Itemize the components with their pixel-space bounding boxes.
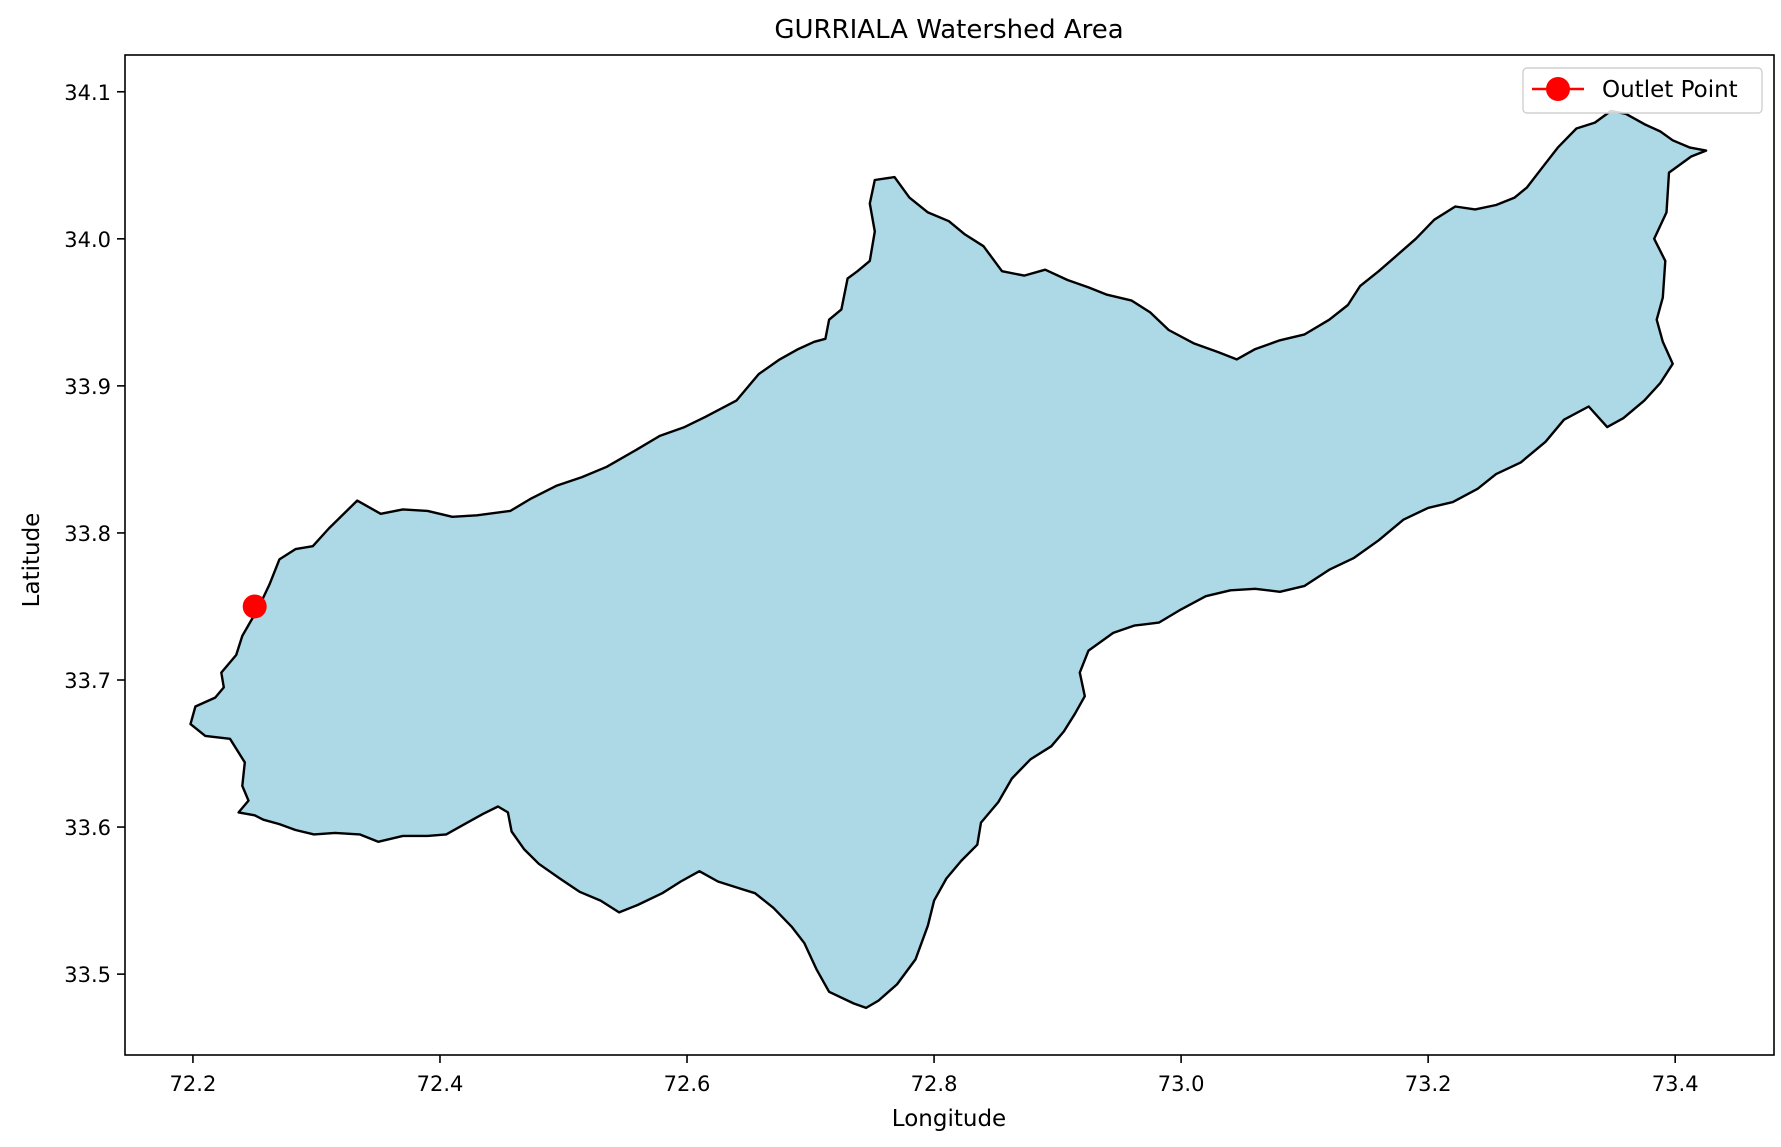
x-axis-ticks: 72.2 72.4 72.6 72.8 73.0 73.2 73.4: [170, 1055, 1699, 1096]
x-tick-label: 72.4: [417, 1072, 464, 1096]
y-tick-label: 34.1: [64, 81, 111, 105]
plot-area: [124, 54, 1775, 1056]
watershed-polygon: [189, 109, 1708, 1010]
y-axis-label: Latitude: [19, 513, 45, 608]
x-tick-label: 73.4: [1652, 1072, 1699, 1096]
x-tick-label: 72.2: [170, 1072, 217, 1096]
axes-frame: [124, 54, 1775, 1056]
y-tick-label: 33.5: [64, 963, 111, 987]
legend-box: [1522, 67, 1763, 114]
map-title: GURRIALA Watershed Area: [774, 15, 1123, 45]
x-tick-label: 73.2: [1405, 1072, 1452, 1096]
y-tick-label: 33.7: [64, 669, 111, 693]
y-tick-label: 34.0: [64, 228, 111, 252]
points-layer: [242, 594, 267, 619]
legend: Outlet Point: [1522, 67, 1763, 114]
x-tick-label: 72.6: [664, 1072, 711, 1096]
x-axis-label: Longitude: [892, 1106, 1006, 1132]
y-tick-label: 33.9: [64, 375, 111, 399]
x-tick-label: 72.8: [911, 1072, 958, 1096]
y-tick-label: 33.6: [64, 816, 111, 840]
x-tick-label: 73.0: [1158, 1072, 1205, 1096]
outlet-point-marker: [242, 594, 267, 619]
y-axis-ticks: 33.5 33.6 33.7 33.8 33.9 34.0 34.1: [64, 81, 125, 987]
legend-marker-icon: [1546, 77, 1570, 101]
y-tick-label: 33.8: [64, 522, 111, 546]
legend-label-outlet-point: Outlet Point: [1602, 77, 1738, 103]
